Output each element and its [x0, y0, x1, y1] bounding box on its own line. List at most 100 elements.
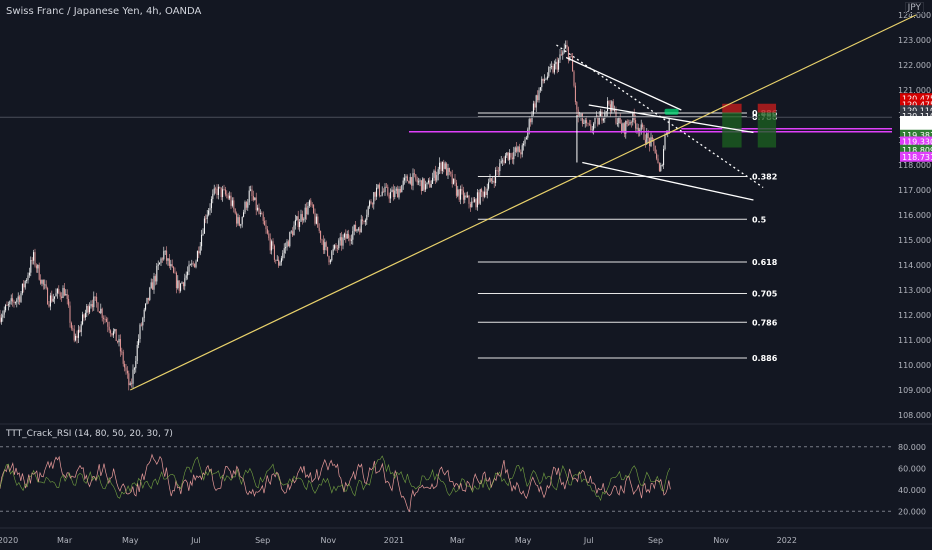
candle-body — [94, 296, 96, 298]
candle-body — [143, 309, 145, 319]
candle-body — [591, 129, 593, 131]
candle-body — [653, 139, 655, 146]
candle-body — [605, 111, 607, 113]
candle-body — [437, 169, 439, 176]
candle-body — [48, 304, 50, 307]
candle-body — [493, 180, 495, 184]
time-axis[interactable]: 2020 Mar May Jul Sep Nov 2021 Mar May Jul Sep Nov 20… — [0, 536, 797, 545]
candle-body — [178, 280, 180, 291]
candle-body — [621, 123, 623, 132]
candle-body — [502, 160, 504, 162]
candle-body — [490, 178, 492, 182]
candle-body — [206, 214, 208, 219]
candle-body — [41, 280, 43, 284]
candle-body — [433, 170, 435, 178]
candle-body — [377, 184, 379, 188]
candle-body — [566, 44, 568, 48]
stop-loss-zone — [722, 103, 742, 113]
candle-body — [322, 240, 324, 251]
candle-body — [601, 111, 603, 121]
candle-body — [146, 297, 148, 304]
candle-body — [317, 216, 319, 228]
price-pane[interactable]: 108.000 109.000 110.000 111.000 112.000 113.0… — [0, 11, 932, 529]
candle-body — [472, 201, 474, 203]
candle-body — [485, 191, 487, 195]
candle-body — [89, 306, 91, 313]
price-tick-label: 111.000 — [898, 336, 931, 345]
candle-body — [51, 295, 53, 302]
price-tag-label: 118.731 — [902, 153, 932, 162]
candle-body — [559, 54, 561, 60]
candle-body — [212, 193, 214, 200]
candle-body — [69, 305, 71, 323]
candle-body — [138, 338, 140, 346]
chart-title: Swiss Franc / Japanese Yen, 4h, OANDA — [6, 6, 202, 17]
candle-body — [455, 182, 457, 196]
candle-body — [406, 176, 408, 182]
candle-body — [647, 133, 649, 139]
candle-body — [530, 119, 532, 123]
candle-body — [590, 124, 592, 130]
candle-body — [660, 165, 662, 172]
candle-body — [142, 318, 144, 326]
candle-body — [294, 219, 296, 226]
candle-body — [315, 216, 317, 224]
rsi-pane[interactable]: 20.000 40.000 60.000 80.000 — [0, 443, 926, 517]
candle-body — [345, 233, 347, 239]
candle-body — [112, 331, 114, 336]
candle-body — [555, 61, 557, 65]
candle-body — [171, 264, 173, 267]
candle-body — [642, 124, 644, 128]
candle-body — [167, 258, 169, 261]
candle-body — [180, 283, 182, 291]
candle-body — [247, 202, 249, 208]
currency-label[interactable]: JPY — [904, 2, 924, 14]
candle-body — [188, 264, 190, 272]
candle-body — [548, 67, 550, 77]
candle-body — [367, 206, 369, 215]
price-tick-label: 122.000 — [898, 61, 931, 70]
candle-body — [140, 324, 142, 326]
candle-body — [366, 214, 368, 221]
price-tag-label: 120.475 — [902, 101, 932, 110]
candle-body — [87, 305, 89, 313]
candle-body — [177, 280, 179, 289]
candle-body — [348, 234, 350, 239]
candle-body — [299, 221, 301, 227]
candle-body — [201, 234, 203, 247]
candle-body — [75, 335, 77, 341]
candle-body — [420, 180, 422, 191]
candle-body — [668, 118, 670, 131]
candle-body — [381, 191, 383, 196]
candle-body — [342, 237, 344, 246]
candle-body — [304, 207, 306, 219]
candle-body — [210, 199, 212, 209]
candle-body — [261, 213, 263, 215]
candle-body — [371, 203, 373, 205]
candle-body — [153, 276, 155, 290]
price-tick-label: 121.000 — [898, 86, 931, 95]
candle-body — [192, 263, 194, 265]
candle-body — [213, 188, 215, 194]
candle-body — [262, 214, 264, 221]
candle-body — [310, 200, 312, 205]
take-profit-zone — [757, 112, 777, 148]
candle-body — [633, 112, 635, 121]
candle-body — [237, 217, 239, 224]
candle-body — [72, 328, 74, 330]
indicator-title[interactable]: TTT_Crack_RSI (14, 80, 50, 20, 30, 7) — [6, 429, 173, 439]
candle-body — [296, 216, 298, 220]
candle-body — [341, 237, 343, 246]
candle-body — [166, 250, 168, 261]
candle-body — [129, 383, 131, 386]
candle-body — [216, 188, 218, 196]
candle-body — [118, 339, 120, 343]
candle-body — [62, 288, 64, 299]
time-tick-label: Jul — [190, 536, 201, 545]
candle-body — [422, 178, 424, 191]
candle-body — [413, 173, 415, 175]
candle-body — [486, 188, 488, 195]
rsi-tick-label: 20.000 — [898, 507, 926, 516]
candle-body — [14, 302, 16, 304]
